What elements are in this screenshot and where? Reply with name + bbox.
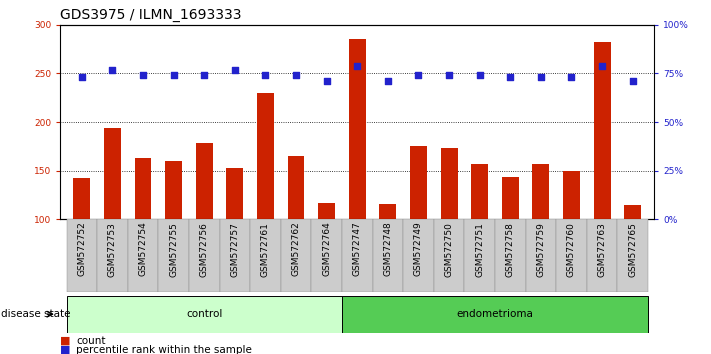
Point [260, 73, 271, 78]
Bar [73, 178, 90, 219]
Point [535, 74, 547, 80]
Text: GSM572765: GSM572765 [629, 222, 637, 276]
Bar [311, 219, 342, 292]
Bar [165, 161, 182, 219]
Text: GSM572764: GSM572764 [322, 222, 331, 276]
Text: GSM572749: GSM572749 [414, 222, 423, 276]
Point [597, 63, 608, 68]
Text: GSM572761: GSM572761 [261, 222, 270, 276]
Bar [525, 219, 556, 292]
Bar [67, 219, 97, 292]
Bar [342, 296, 648, 333]
Bar [189, 219, 220, 292]
Bar [594, 42, 611, 219]
Point [505, 74, 516, 80]
Point [168, 73, 179, 78]
Text: GSM572747: GSM572747 [353, 222, 362, 276]
Bar [196, 143, 213, 219]
Bar [128, 219, 159, 292]
Bar [563, 171, 580, 219]
Bar [624, 205, 641, 219]
Text: GSM572762: GSM572762 [292, 222, 301, 276]
Text: count: count [76, 336, 105, 346]
Text: GSM572763: GSM572763 [598, 222, 606, 276]
Point [229, 67, 240, 72]
Bar [434, 219, 464, 292]
Bar [319, 203, 335, 219]
Bar [410, 147, 427, 219]
Text: GSM572748: GSM572748 [383, 222, 392, 276]
Bar [587, 219, 617, 292]
Bar [403, 219, 434, 292]
Bar [257, 93, 274, 219]
Bar [533, 164, 550, 219]
Text: GSM572750: GSM572750 [444, 222, 454, 276]
Bar [342, 219, 373, 292]
Bar [250, 219, 281, 292]
Bar [159, 219, 189, 292]
Bar [441, 148, 457, 219]
Point [198, 73, 210, 78]
Bar [104, 128, 121, 219]
Point [107, 67, 118, 72]
Point [627, 78, 638, 84]
Text: endometrioma: endometrioma [456, 309, 533, 319]
Text: GSM572755: GSM572755 [169, 222, 178, 276]
Bar [281, 219, 311, 292]
Point [413, 73, 424, 78]
Bar [471, 164, 488, 219]
Bar [288, 156, 304, 219]
Point [76, 74, 87, 80]
Bar [464, 219, 495, 292]
Text: ■: ■ [60, 336, 71, 346]
Bar [67, 296, 342, 333]
Point [444, 73, 455, 78]
Bar [373, 219, 403, 292]
Point [351, 63, 363, 68]
Text: control: control [186, 309, 223, 319]
Bar [380, 204, 396, 219]
Text: disease state: disease state [1, 309, 70, 319]
Text: GSM572751: GSM572751 [475, 222, 484, 276]
Point [474, 73, 486, 78]
Text: ■: ■ [60, 345, 71, 354]
Bar [495, 219, 525, 292]
Bar [502, 177, 519, 219]
Text: GSM572759: GSM572759 [536, 222, 545, 276]
Text: GSM572754: GSM572754 [139, 222, 148, 276]
Bar [556, 219, 587, 292]
Text: GSM572752: GSM572752 [77, 222, 86, 276]
Bar [220, 219, 250, 292]
Point [566, 74, 577, 80]
Bar [97, 219, 128, 292]
Bar [349, 39, 365, 219]
Text: GSM572757: GSM572757 [230, 222, 240, 276]
Bar [226, 168, 243, 219]
Text: GSM572760: GSM572760 [567, 222, 576, 276]
Text: percentile rank within the sample: percentile rank within the sample [76, 345, 252, 354]
Text: GDS3975 / ILMN_1693333: GDS3975 / ILMN_1693333 [60, 8, 242, 22]
Point [321, 78, 332, 84]
Bar [134, 158, 151, 219]
Text: GSM572756: GSM572756 [200, 222, 209, 276]
Text: GSM572753: GSM572753 [108, 222, 117, 276]
Text: GSM572758: GSM572758 [506, 222, 515, 276]
Bar [617, 219, 648, 292]
Point [290, 73, 301, 78]
Point [383, 78, 394, 84]
Point [137, 73, 149, 78]
